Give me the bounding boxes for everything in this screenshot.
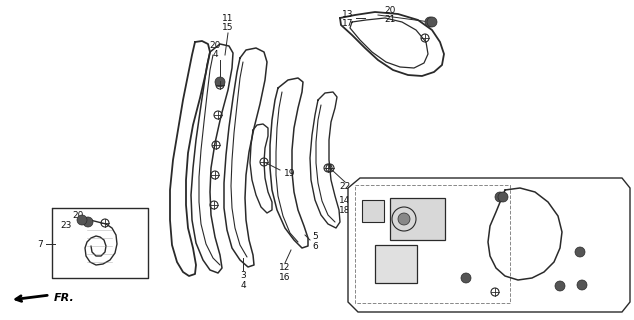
Text: 1: 1 [367, 247, 373, 257]
Bar [390, 198, 445, 240]
Text: 2: 2 [512, 178, 518, 187]
Text: 19: 19 [284, 169, 295, 178]
Circle shape [398, 213, 410, 225]
Text: 3: 3 [240, 270, 246, 279]
Text: 13: 13 [342, 10, 354, 19]
Text: 23: 23 [585, 274, 596, 283]
Circle shape [498, 192, 508, 202]
Polygon shape [348, 178, 630, 312]
Text: 6: 6 [312, 242, 318, 251]
Text: 15: 15 [223, 22, 234, 31]
Bar [375, 245, 417, 283]
Text: 20: 20 [592, 234, 604, 243]
Text: FR.: FR. [54, 293, 75, 303]
Circle shape [215, 77, 225, 87]
Circle shape [77, 215, 87, 225]
Text: 10: 10 [389, 301, 401, 310]
Text: 12: 12 [280, 263, 290, 273]
Text: 11: 11 [223, 13, 234, 22]
Text: 5: 5 [312, 231, 318, 241]
Text: 21: 21 [384, 14, 396, 23]
Circle shape [425, 17, 435, 27]
Text: 16: 16 [279, 274, 291, 283]
Text: 7: 7 [37, 239, 43, 249]
Text: 20: 20 [464, 291, 476, 300]
Circle shape [427, 17, 437, 27]
Circle shape [83, 217, 93, 227]
Bar [362, 200, 384, 222]
Text: 4: 4 [240, 281, 246, 290]
Circle shape [575, 247, 585, 257]
Text: 17: 17 [342, 19, 354, 28]
Text: 20: 20 [384, 5, 396, 14]
Circle shape [555, 281, 565, 291]
Text: 9: 9 [364, 211, 370, 220]
Circle shape [495, 192, 505, 202]
Text: 23: 23 [60, 220, 72, 229]
Circle shape [461, 273, 471, 283]
Text: 4: 4 [212, 50, 218, 59]
Bar [355, 185, 510, 303]
Text: 22: 22 [339, 181, 351, 190]
Text: 20: 20 [209, 41, 221, 50]
Text: 8: 8 [447, 201, 453, 210]
Text: 20: 20 [72, 211, 84, 220]
Text: 14: 14 [339, 196, 351, 204]
Text: 18: 18 [339, 205, 351, 214]
Circle shape [577, 280, 587, 290]
